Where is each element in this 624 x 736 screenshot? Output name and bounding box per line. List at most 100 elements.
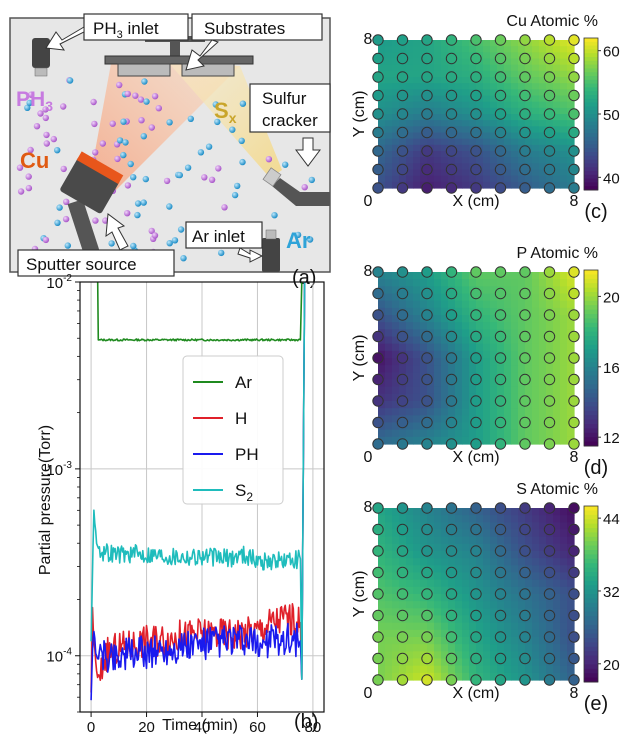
measurement-point bbox=[421, 34, 433, 46]
heatmap-cell bbox=[511, 372, 519, 381]
heatmap-cell bbox=[392, 40, 400, 47]
heatmap-cell bbox=[434, 329, 442, 338]
heatmap-cell bbox=[511, 343, 519, 352]
heatmap-cell bbox=[434, 52, 442, 60]
heatmap-cell bbox=[441, 536, 449, 545]
heatmap-cell bbox=[406, 551, 414, 559]
heatmap-cell bbox=[532, 169, 540, 177]
heatmap-cell bbox=[392, 615, 400, 624]
heatmap-cell bbox=[413, 126, 421, 134]
heatmap-cell bbox=[553, 101, 561, 109]
heatmap-cell bbox=[413, 672, 421, 681]
heatmap-cell bbox=[378, 665, 386, 674]
heatmap-cell bbox=[385, 379, 393, 388]
colorbar-step bbox=[584, 327, 598, 333]
heatmap-cell bbox=[427, 365, 435, 373]
measurement-point bbox=[372, 545, 384, 557]
heatmap-cell bbox=[539, 144, 547, 152]
heatmap-cell bbox=[518, 579, 526, 588]
heatmap-cell bbox=[546, 558, 554, 566]
measurement-point bbox=[494, 395, 507, 407]
heatmap-cell bbox=[532, 126, 540, 134]
heatmap-cell bbox=[455, 393, 463, 402]
measurement-point bbox=[396, 609, 409, 622]
heatmap-cell bbox=[532, 77, 540, 84]
heatmap-cell bbox=[434, 551, 442, 559]
heatmap-cell bbox=[462, 144, 470, 152]
measurement-point bbox=[543, 523, 556, 536]
measurement-point bbox=[470, 416, 482, 429]
ar-molecule bbox=[142, 175, 149, 183]
measurement-point bbox=[396, 438, 409, 450]
heatmap-cell bbox=[532, 70, 540, 78]
heatmap-cell bbox=[392, 132, 400, 140]
heatmap-cell bbox=[560, 157, 568, 164]
heatmap-cell bbox=[434, 300, 442, 309]
heatmap-cell bbox=[413, 144, 421, 152]
heatmap-cell bbox=[497, 300, 505, 309]
heatmap-cell bbox=[441, 151, 449, 158]
heatmap-cell bbox=[560, 307, 568, 316]
heatmap-cell bbox=[462, 393, 470, 402]
heatmap-cell bbox=[504, 429, 512, 438]
measurement-point bbox=[568, 182, 580, 194]
ph3-molecule bbox=[42, 236, 50, 244]
heatmap-cell bbox=[490, 401, 498, 409]
heatmap-cell bbox=[385, 286, 393, 295]
heatmap-cell bbox=[441, 58, 449, 66]
measurement-point bbox=[421, 182, 433, 194]
colorbar-step bbox=[584, 441, 598, 447]
heatmap-cell bbox=[497, 579, 505, 588]
heatmap-cell bbox=[539, 415, 547, 424]
heatmap-cell bbox=[378, 46, 386, 53]
heatmap-cell bbox=[539, 358, 547, 366]
heatmap-cell bbox=[539, 536, 547, 545]
heatmap-cell bbox=[490, 107, 498, 115]
heatmap-cell bbox=[504, 126, 512, 134]
heatmap-cell bbox=[455, 358, 463, 366]
heatmap-cell bbox=[539, 300, 547, 309]
measurement-point bbox=[396, 52, 409, 65]
heatmap-cell bbox=[553, 536, 561, 545]
heatmap-cell bbox=[560, 579, 568, 588]
heatmap-cell bbox=[441, 379, 449, 388]
measurement-point bbox=[470, 566, 482, 579]
heatmap-cell bbox=[441, 126, 449, 134]
measurement-point bbox=[372, 609, 384, 622]
heatmap-cell bbox=[399, 322, 407, 330]
heatmap-cell bbox=[462, 107, 470, 115]
measurement-point bbox=[543, 287, 556, 300]
heatmap-cell bbox=[483, 329, 491, 338]
heatmap-cell bbox=[413, 372, 421, 381]
heatmap-cell bbox=[553, 175, 561, 183]
heatmap-cell bbox=[441, 429, 449, 438]
heatmap-cell bbox=[392, 120, 400, 127]
heatmap-cell bbox=[560, 272, 568, 280]
colorbar-step bbox=[584, 602, 598, 608]
heatmap-cell bbox=[413, 543, 421, 552]
heatmap-cell bbox=[413, 95, 421, 103]
heatmap-cell bbox=[476, 408, 484, 416]
heatmap-cell bbox=[567, 83, 575, 90]
measurement-point bbox=[494, 609, 507, 622]
heatmap-cell bbox=[455, 558, 463, 566]
ar-molecule bbox=[127, 160, 134, 168]
heatmap-cell bbox=[532, 615, 540, 624]
ph3-molecule bbox=[114, 155, 121, 163]
heatmap-cell bbox=[497, 365, 505, 373]
heatmap-cell bbox=[532, 114, 540, 121]
heatmap-cell bbox=[420, 46, 428, 53]
heatmap-cell bbox=[483, 415, 491, 424]
heatmap-cell bbox=[497, 644, 505, 652]
heatmap-cell bbox=[483, 536, 491, 545]
measurement-point bbox=[543, 163, 556, 176]
heatmap-cell bbox=[553, 572, 561, 581]
heatmap-cell bbox=[511, 586, 519, 595]
heatmap-cell bbox=[553, 672, 561, 681]
heatmap-cell bbox=[511, 672, 519, 681]
heatmap-cell bbox=[525, 64, 533, 72]
heatmap-cell bbox=[392, 572, 400, 581]
heatmap-cell bbox=[462, 536, 470, 545]
heatmap-cell bbox=[427, 46, 435, 53]
heatmap-cell bbox=[532, 89, 540, 97]
